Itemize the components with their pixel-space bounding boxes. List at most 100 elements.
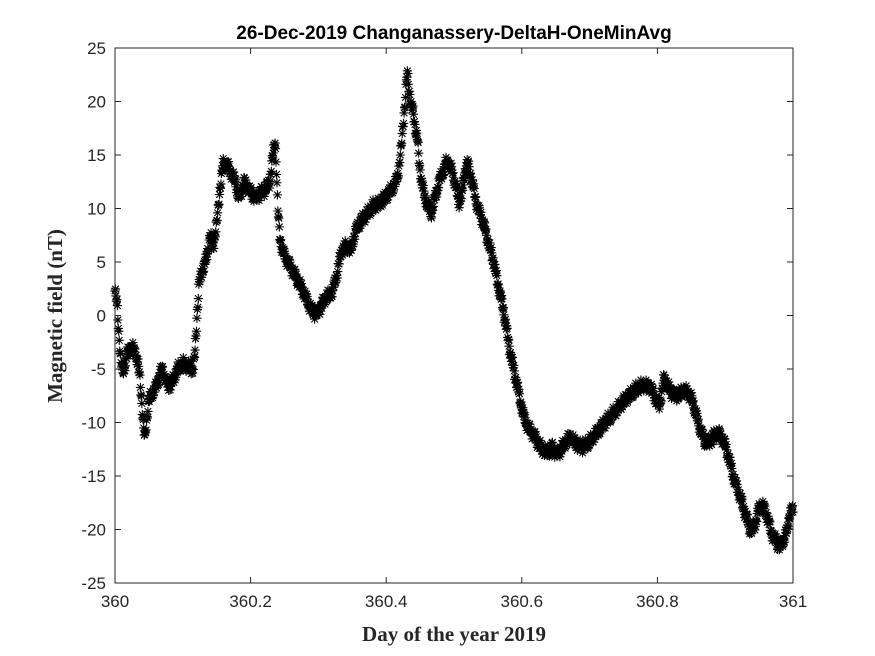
data-point xyxy=(197,272,207,282)
data-point xyxy=(272,190,283,200)
data-point xyxy=(165,381,176,392)
data-point xyxy=(723,449,733,459)
data-point xyxy=(136,391,146,401)
data-point xyxy=(193,293,203,304)
data-point xyxy=(664,380,674,390)
data-point xyxy=(509,366,519,376)
data-point xyxy=(315,306,325,316)
data-point xyxy=(665,383,676,393)
data-point xyxy=(249,196,259,206)
data-point xyxy=(691,410,701,421)
data-point xyxy=(656,396,666,406)
data-point xyxy=(459,175,469,185)
x-tick-label: 360.8 xyxy=(636,592,679,611)
data-point xyxy=(457,185,468,196)
data-point xyxy=(514,389,525,399)
data-point xyxy=(600,418,610,428)
data-point xyxy=(740,506,751,517)
data-point xyxy=(385,180,396,190)
data-point xyxy=(224,162,234,172)
data-point xyxy=(399,118,409,129)
data-point xyxy=(216,179,226,189)
data-point xyxy=(419,186,429,196)
data-point xyxy=(400,92,411,103)
data-point xyxy=(763,511,773,521)
data-point xyxy=(348,239,358,249)
y-tick-label: 25 xyxy=(87,39,106,58)
x-tick-label: 360.6 xyxy=(501,592,544,611)
y-tick-label: -15 xyxy=(81,467,106,486)
data-point xyxy=(433,183,444,193)
data-point xyxy=(643,377,653,388)
data-point xyxy=(420,191,430,201)
data-point xyxy=(311,310,322,320)
data-point xyxy=(720,434,730,444)
data-point xyxy=(153,379,163,389)
data-point xyxy=(265,176,275,187)
data-point xyxy=(474,203,485,213)
data-point xyxy=(509,360,519,371)
x-tick-label: 360 xyxy=(101,592,129,611)
data-point xyxy=(583,442,593,453)
data-point xyxy=(402,72,412,82)
data-point xyxy=(578,445,588,456)
data-point xyxy=(730,473,740,483)
data-point xyxy=(452,182,462,193)
data-point xyxy=(334,259,344,269)
data-point xyxy=(271,157,281,167)
data-point xyxy=(272,178,282,188)
data-point xyxy=(300,286,310,296)
data-point xyxy=(395,150,405,160)
data-point xyxy=(209,243,219,253)
data-point xyxy=(327,292,337,302)
data-point xyxy=(295,275,305,285)
data-point xyxy=(733,485,743,495)
data-point xyxy=(194,279,204,289)
data-point xyxy=(397,128,407,139)
data-point xyxy=(169,377,179,387)
data-point xyxy=(518,403,528,413)
data-point xyxy=(499,310,509,320)
data-point xyxy=(171,372,181,382)
data-point xyxy=(497,294,507,304)
data-point xyxy=(142,413,153,423)
data-point xyxy=(350,228,360,238)
data-point xyxy=(185,359,195,369)
data-point xyxy=(722,445,732,455)
data-point xyxy=(414,148,424,158)
data-point xyxy=(467,175,477,185)
data-point xyxy=(611,411,621,421)
data-point xyxy=(439,170,449,180)
data-point xyxy=(213,208,223,218)
data-point xyxy=(391,177,402,187)
data-point xyxy=(498,303,509,313)
data-point xyxy=(783,521,793,531)
y-axis: -25 -20 -15 -10 -5 0 5 10 15 20 25 xyxy=(81,39,793,593)
data-point xyxy=(779,537,790,547)
data-point xyxy=(214,199,224,209)
data-point xyxy=(415,165,425,175)
data-point xyxy=(346,245,356,255)
data-point xyxy=(492,270,502,281)
data-point xyxy=(660,373,671,383)
data-point xyxy=(511,372,521,383)
data-point xyxy=(191,326,202,336)
data-point xyxy=(504,341,514,351)
data-point xyxy=(437,174,447,184)
data-point xyxy=(405,89,415,100)
y-tick-label: -20 xyxy=(81,521,106,540)
data-point xyxy=(274,213,284,223)
data-point xyxy=(424,200,434,210)
data-point xyxy=(214,189,225,200)
data-point xyxy=(488,253,498,263)
data-point xyxy=(332,273,342,283)
data-point xyxy=(750,521,760,531)
data-point xyxy=(268,148,278,158)
data-point xyxy=(737,494,747,504)
data-point xyxy=(410,119,420,130)
data-point xyxy=(327,286,338,296)
data-point xyxy=(628,391,638,401)
data-point xyxy=(732,479,742,489)
data-point xyxy=(469,183,479,194)
data-point xyxy=(271,169,282,180)
